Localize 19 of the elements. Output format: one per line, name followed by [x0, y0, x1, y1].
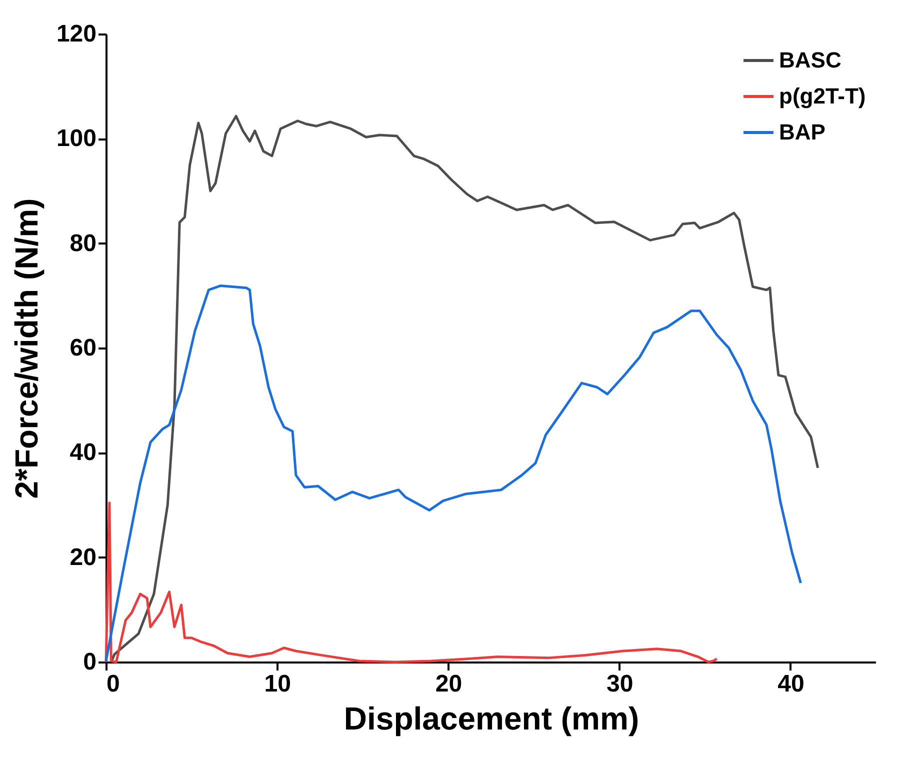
- y-tick-label: 120: [56, 20, 96, 48]
- x-tick-label: 20: [435, 670, 462, 698]
- legend-label: BAP: [779, 120, 826, 144]
- x-tick-label: 40: [778, 670, 804, 698]
- y-tick-label: 80: [70, 230, 96, 257]
- x-tick-label: 10: [264, 670, 291, 698]
- x-axis-title: Displacement (mm): [344, 700, 640, 736]
- legend-label: BASC: [779, 48, 842, 72]
- line-series: [104, 502, 718, 664]
- y-tick-label: 0: [83, 648, 96, 676]
- x-tick-label: 0: [106, 670, 120, 698]
- x-tick-label: 30: [606, 670, 634, 698]
- y-tick-label: 60: [70, 334, 96, 362]
- line-series: [104, 284, 802, 662]
- legend-label: p(g2T-T): [779, 84, 866, 108]
- y-tick-label: 40: [70, 439, 96, 466]
- y-tick-label: 100: [56, 125, 96, 152]
- y-axis-title: 2*Force/width (N/m): [8, 198, 44, 499]
- y-tick-label: 20: [70, 544, 96, 571]
